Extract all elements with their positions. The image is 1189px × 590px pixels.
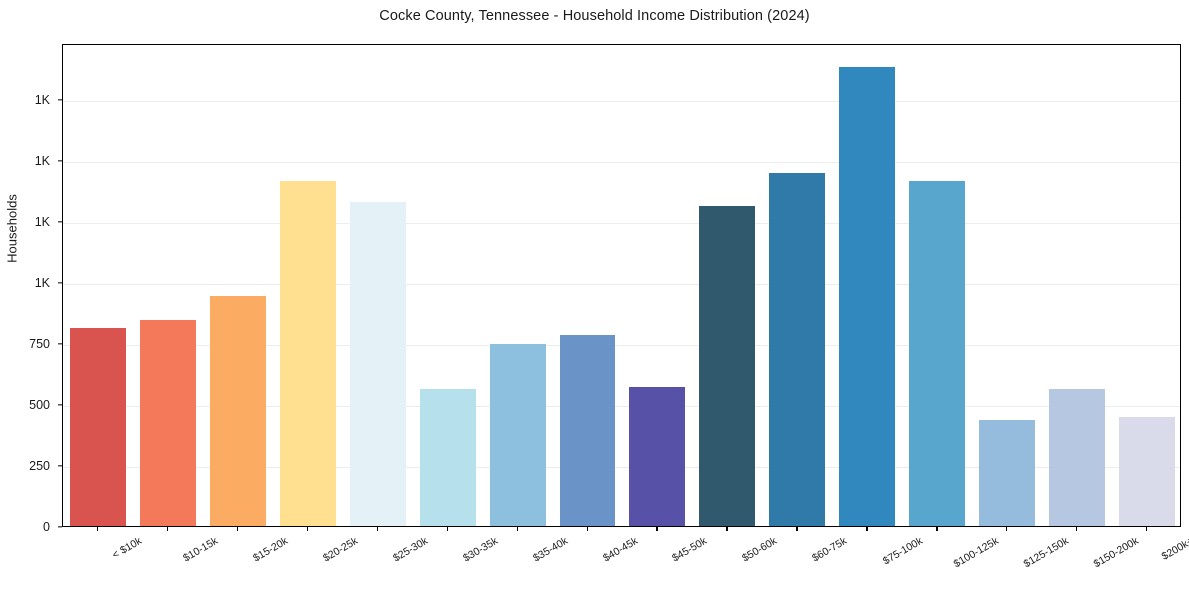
gridline xyxy=(63,284,1180,286)
x-tick-mark xyxy=(656,527,658,531)
y-tick-mark xyxy=(58,160,62,162)
y-tick-label: 250 xyxy=(29,459,50,473)
x-tick-label: < $10k xyxy=(110,535,144,562)
x-tick-label: $50-60k xyxy=(740,535,780,565)
y-axis-title: Households xyxy=(4,194,20,263)
bar xyxy=(69,328,126,526)
y-tick-label: 1K xyxy=(34,276,50,291)
gridline xyxy=(63,345,1180,347)
bar xyxy=(979,420,1036,526)
bar xyxy=(489,344,546,526)
x-tick-label: $125-150k xyxy=(1021,535,1071,571)
x-tick-label: $200k+ xyxy=(1159,535,1189,563)
bar xyxy=(1049,389,1106,526)
y-tick-mark xyxy=(58,99,62,101)
chart-title: Cocke County, Tennessee - Household Inco… xyxy=(379,8,810,24)
x-tick-mark xyxy=(516,527,518,531)
x-tick-label: $45-50k xyxy=(670,535,710,565)
y-tick-mark xyxy=(58,282,62,284)
bar xyxy=(629,387,686,526)
x-tick-mark xyxy=(866,527,868,531)
bar xyxy=(1119,417,1175,526)
x-tick-label: $75-100k xyxy=(881,535,926,568)
x-tick-label: $40-45k xyxy=(600,535,640,565)
x-tick-label: $35-40k xyxy=(530,535,570,565)
gridline xyxy=(63,467,1180,468)
y-tick-mark xyxy=(58,404,62,406)
bar xyxy=(209,296,266,526)
y-tick-label: 1K xyxy=(34,154,50,169)
x-tick-label: $20-25k xyxy=(320,535,360,565)
bar xyxy=(699,206,756,526)
bar xyxy=(349,202,406,526)
y-tick-label: 750 xyxy=(29,337,50,352)
y-tick-label: 1K xyxy=(34,215,50,230)
x-tick-mark xyxy=(306,527,309,531)
x-tick-mark xyxy=(796,527,798,531)
bar xyxy=(559,335,616,526)
bar xyxy=(139,320,196,526)
bar xyxy=(279,181,336,526)
y-tick-label: 0 xyxy=(43,520,50,534)
x-tick-mark xyxy=(586,527,588,531)
x-tick-label: $10-15k xyxy=(180,535,220,565)
x-tick-mark xyxy=(376,527,379,531)
x-tick-mark xyxy=(1146,527,1148,531)
y-tick-mark xyxy=(58,343,62,345)
y-tick-label: 1K xyxy=(34,93,50,108)
x-tick-label: $15-20k xyxy=(250,535,290,565)
x-tick-mark xyxy=(726,527,728,531)
x-tick-mark xyxy=(1076,527,1078,531)
x-tick-mark xyxy=(96,527,99,531)
x-tick-mark xyxy=(936,527,938,531)
y-tick-mark xyxy=(58,221,62,223)
x-tick-label: $100-125k xyxy=(951,535,1001,571)
y-tick-mark xyxy=(58,465,62,467)
x-tick-label: $30-35k xyxy=(460,535,500,565)
x-tick-label: $150-200k xyxy=(1091,535,1141,571)
gridline xyxy=(63,223,1180,225)
gridline xyxy=(63,101,1180,103)
x-tick-label: $25-30k xyxy=(390,535,430,565)
gridline xyxy=(63,406,1180,408)
bar xyxy=(839,66,896,526)
y-tick-mark xyxy=(58,526,62,528)
y-axis: 0 250 500 750 1K 1K 1K 1K xyxy=(0,44,62,534)
x-tick-mark xyxy=(446,527,448,531)
x-tick-mark xyxy=(166,527,169,531)
bar xyxy=(909,181,966,526)
plot-area xyxy=(62,44,1181,527)
x-tick-label: $60-75k xyxy=(810,535,850,565)
y-tick-label: 500 xyxy=(29,398,50,413)
x-tick-mark xyxy=(1006,527,1008,531)
bar xyxy=(769,173,826,526)
x-tick-mark xyxy=(236,527,239,531)
x-axis: < $10k $10-15k $15-20k $20-25k $25-30k $30-35… xyxy=(62,527,1189,590)
bar xyxy=(419,389,476,526)
gridline xyxy=(63,162,1180,164)
